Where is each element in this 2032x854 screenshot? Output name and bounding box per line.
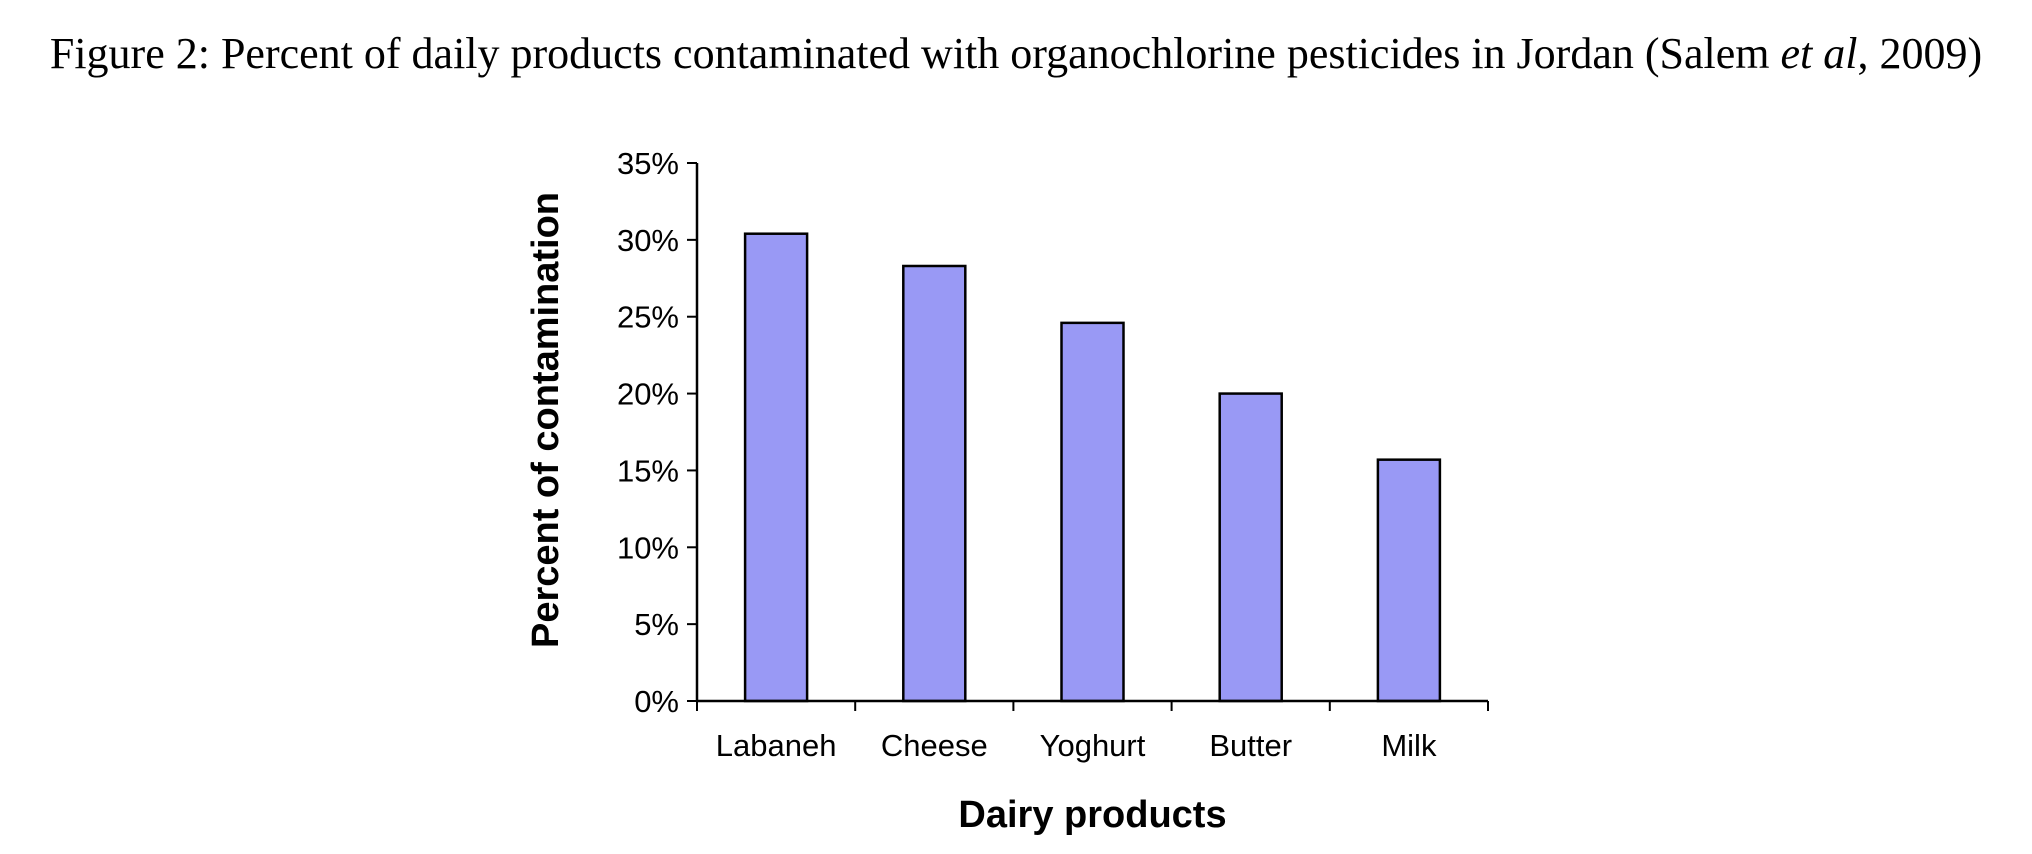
x-tick-label: Butter [1209, 728, 1292, 763]
bar-yoghurt [1060, 321, 1125, 703]
x-axis-label: Dairy products [958, 794, 1226, 836]
y-tick-label: 5% [634, 607, 679, 642]
bars [743, 232, 1442, 703]
figure-caption: Figure 2: Percent of daily products cont… [0, 28, 2032, 79]
caption-italic: et al [1780, 29, 1858, 78]
x-tick-label: Yoghurt [1040, 728, 1146, 763]
x-axis-ticks: Labaneh Cheese Yoghurt Butter Milk [696, 701, 1489, 763]
caption-suffix: , 2009) [1857, 29, 1983, 78]
caption-prefix: Figure 2: Percent of daily products cont… [49, 29, 1781, 78]
y-tick-label: 0% [634, 684, 679, 719]
bar-milk [1376, 458, 1442, 703]
x-tick-label: Labaneh [716, 728, 837, 763]
x-tick-label: Milk [1381, 728, 1437, 763]
x-tick-label: Cheese [881, 728, 988, 763]
y-tick-label: 20% [617, 377, 679, 412]
y-tick-label: 10% [617, 530, 679, 565]
bar-labaneh [743, 232, 809, 703]
y-tick-label: 25% [617, 300, 679, 335]
y-tick-label: 35% [617, 146, 679, 181]
y-axis-label: Percent of contamination [525, 192, 567, 648]
axes [695, 163, 1488, 703]
y-tick-label: 15% [617, 453, 679, 488]
bar-cheese [902, 264, 967, 703]
y-axis-ticks: 0% 5% 10% 15% 20% 25% 30% 35% [617, 146, 697, 719]
bar-butter [1218, 392, 1283, 703]
y-tick-label: 30% [617, 223, 679, 258]
